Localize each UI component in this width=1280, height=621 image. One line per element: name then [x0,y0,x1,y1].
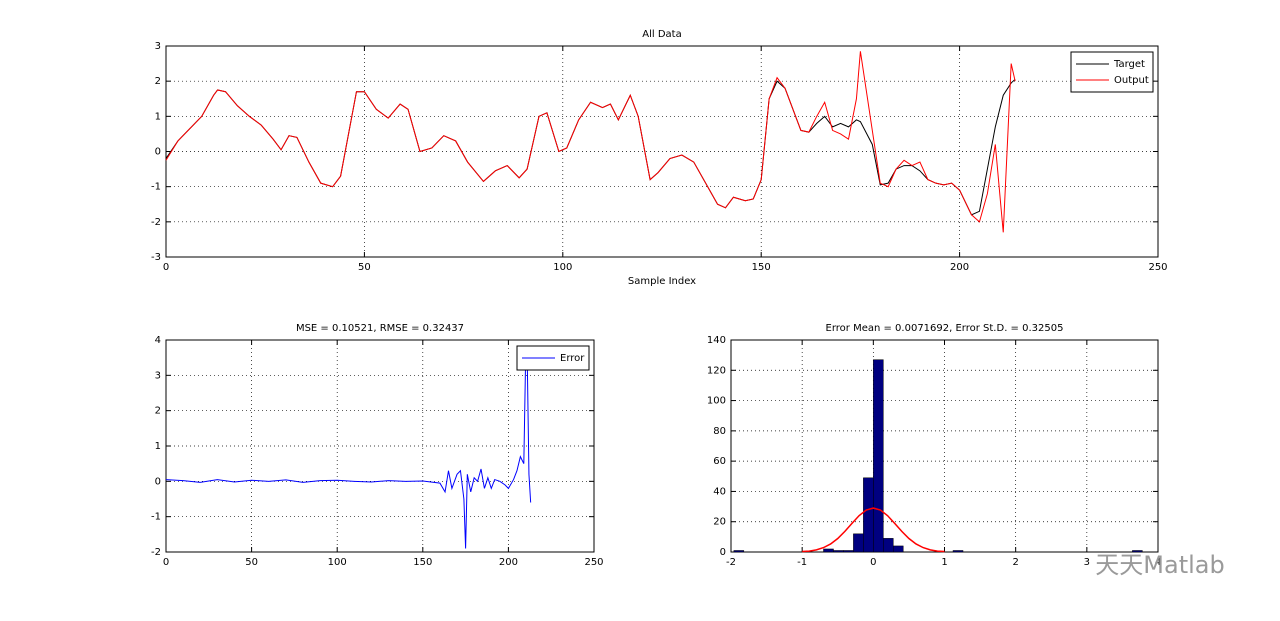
y-tick-label: 0 [720,547,726,558]
x-tick-label: 3 [1084,557,1090,568]
chart-title: MSE = 0.10521, RMSE = 0.32437 [296,323,464,334]
x-tick-label: 0 [163,557,169,568]
y-tick-label: -3 [151,252,161,263]
x-tick-label: 50 [245,557,258,568]
x-tick-label: -2 [726,557,736,568]
x-tick-label: 1 [941,557,947,568]
chart-title: Error Mean = 0.0071692, Error St.D. = 0.… [826,323,1064,334]
x-tick-label: 250 [1148,262,1167,273]
y-tick-label: -2 [151,217,161,228]
histogram-bar [1132,550,1143,553]
x-tick-label: 0 [163,262,169,273]
legend-label: Error [560,353,585,364]
x-axis-label: Sample Index [628,276,696,287]
y-tick-label: 100 [707,396,726,407]
histogram-bar [853,533,864,553]
y-tick-label: 1 [155,441,161,452]
y-tick-label: 4 [155,335,161,346]
histogram-bar [843,550,854,553]
x-tick-label: 150 [413,557,432,568]
x-tick-label: 50 [358,262,371,273]
y-tick-label: 3 [155,41,161,52]
x-tick-label: 200 [950,262,969,273]
histogram-bar [833,550,844,553]
y-tick-label: 60 [713,456,726,467]
y-tick-label: 2 [155,406,161,417]
x-tick-label: 0 [870,557,876,568]
fit-curve [802,507,945,553]
histogram-bar [952,550,964,553]
histogram-bar [893,545,904,553]
x-tick-label: 150 [752,262,771,273]
y-tick-label: 1 [155,111,161,122]
x-tick-label: 100 [328,557,347,568]
histogram-bar [873,359,884,553]
y-tick-label: 80 [713,426,726,437]
data-line [165,51,1016,233]
y-tick-label: 3 [155,370,161,381]
y-tick-label: -2 [151,547,161,558]
y-tick-label: 40 [713,486,726,497]
histogram-bar [883,538,894,553]
legend [1070,51,1154,93]
y-tick-label: -1 [151,182,161,193]
chart-title: All Data [642,29,681,40]
y-tick-label: 0 [155,476,161,487]
y-tick-label: 140 [707,335,726,346]
y-tick-label: 20 [713,517,726,528]
x-tick-label: 4 [1155,557,1161,568]
histogram-bar [823,548,834,553]
y-tick-label: 120 [707,365,726,376]
legend-label: Target [1113,59,1145,70]
x-tick-label: 2 [1012,557,1018,568]
legend-label: Output [1114,75,1149,86]
histogram-bar [863,477,874,553]
y-tick-label: 2 [155,76,161,87]
y-tick-label: -1 [151,512,161,523]
x-tick-label: -1 [797,557,807,568]
x-tick-label: 250 [584,557,603,568]
histogram-bar [733,550,745,553]
x-tick-label: 100 [553,262,572,273]
data-line [165,357,532,549]
y-tick-label: 0 [155,147,161,158]
x-tick-label: 200 [499,557,518,568]
watermark: 天天Matlab [1095,551,1224,579]
